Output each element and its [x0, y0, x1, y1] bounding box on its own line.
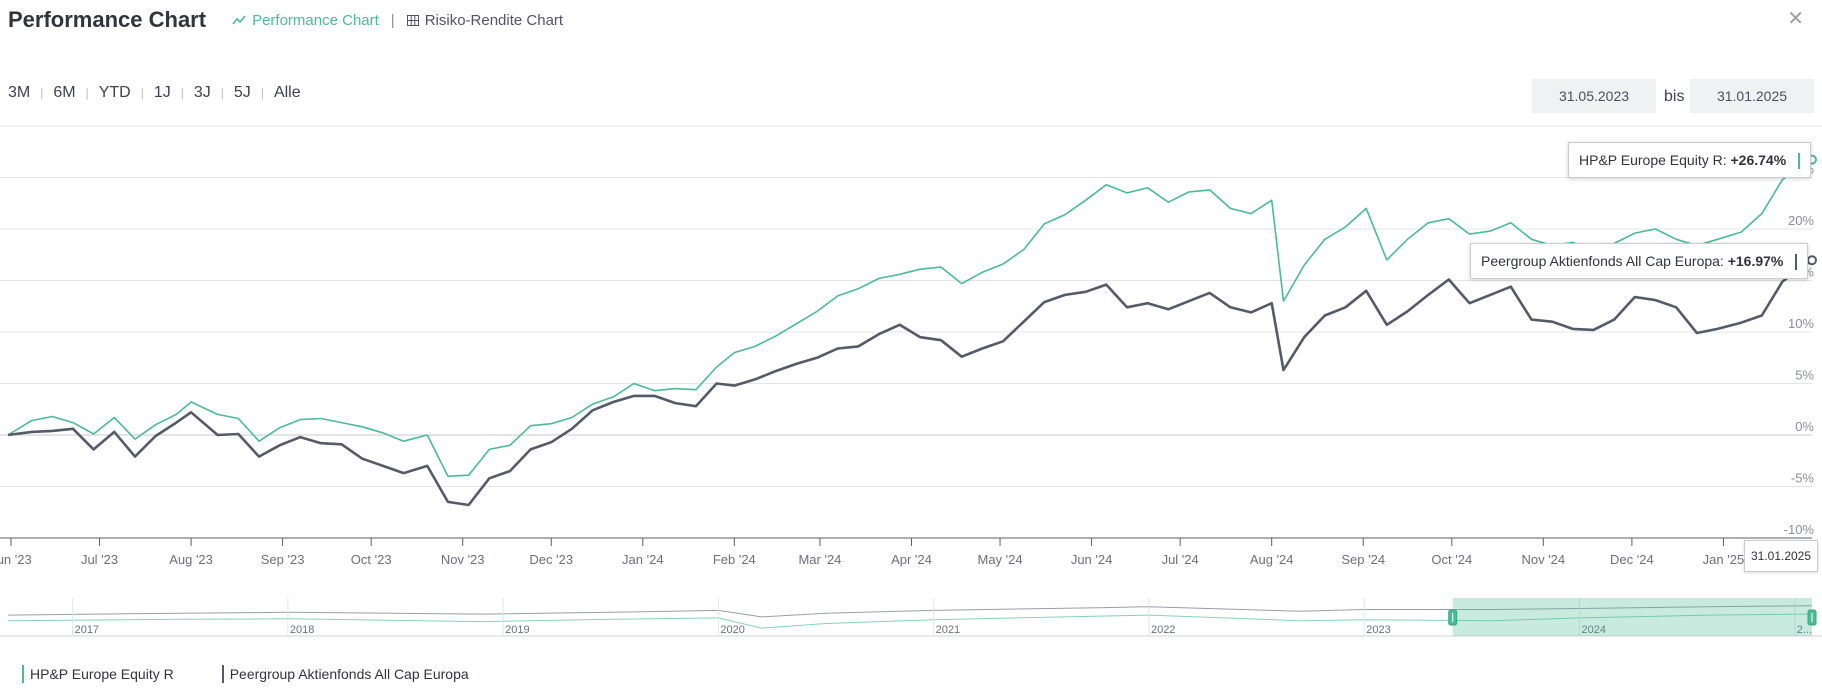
y-tick-label: 20%	[1788, 213, 1814, 228]
x-tick-label: Dec '23	[529, 552, 573, 567]
date-to-input[interactable]: 31.01.2025	[1690, 79, 1814, 113]
x-tick-label: Nov '24	[1521, 552, 1565, 567]
x-tick-label: Jun '23	[0, 552, 32, 567]
range-ytd-button[interactable]: YTD	[98, 84, 131, 101]
x-tick-label: Aug '24	[1250, 552, 1294, 567]
x-tick-label: Jun '24	[1071, 552, 1113, 567]
x-tick-label: Jan '24	[622, 552, 664, 567]
tooltip-fund-value: +26.74%	[1730, 152, 1787, 168]
table-grid-icon	[406, 14, 419, 26]
x-tick-label: Aug '23	[169, 552, 213, 567]
tooltip-fund-series: HP&P Europe Equity R:	[1579, 152, 1727, 168]
range-5j-button[interactable]: 5J	[233, 84, 251, 101]
navigator-year-label: 2023	[1366, 624, 1390, 636]
tooltip-fund: HP&P Europe Equity R: +26.74%	[1568, 142, 1812, 178]
tooltip-peer-marker	[1795, 254, 1798, 271]
series-line-peer	[7, 259, 1813, 507]
y-tick-label: -5%	[1791, 471, 1815, 486]
series-line-fund	[7, 158, 1813, 478]
range-1j-button[interactable]: 1J	[153, 84, 171, 101]
x-tick-label: Jul '23	[81, 552, 118, 567]
range-divider: |	[85, 86, 89, 100]
y-tick-label: 5%	[1795, 368, 1814, 383]
tab-performance-chart[interactable]: Performance Chart	[232, 12, 379, 29]
legend-swatch-peer	[221, 665, 224, 683]
navigator-year-label: 2018	[290, 624, 314, 636]
navigator-year-label: 2024	[1582, 624, 1606, 636]
x-tick-label: Jul '24	[1162, 552, 1199, 567]
chart-header: Performance Chart Performance Chart | Ri…	[8, 4, 563, 36]
legend-swatch-fund	[22, 665, 24, 683]
range-divider: |	[220, 86, 224, 100]
tooltip-peer-series: Peergroup Aktienfonds All Cap Europa:	[1481, 253, 1724, 269]
tab-risiko-rendite-chart-label: Risiko-Rendite Chart	[424, 11, 564, 29]
x-tick-label: Sep '23	[261, 552, 305, 567]
navigator-year-label: 2...	[1797, 624, 1812, 636]
range-divider: |	[180, 86, 184, 100]
y-tick-label: 0%	[1795, 419, 1814, 434]
tooltip-fund-marker	[1798, 153, 1801, 170]
navigator-year-label: 2019	[505, 624, 529, 636]
x-tick-label: Oct '23	[351, 552, 392, 567]
range-6m-button[interactable]: 6M	[53, 84, 76, 101]
x-tick-label: Dec '24	[1610, 552, 1654, 567]
x-tick-label: Apr '24	[891, 552, 932, 567]
x-tick-label: Mar '24	[798, 552, 841, 567]
date-from-input[interactable]: 31.05.2023	[1532, 79, 1656, 113]
x-tick-label: May '24	[977, 552, 1022, 567]
x-axis-tooltip: 31.01.2025	[1744, 540, 1818, 572]
legend-item-fund[interactable]: HP&P Europe Equity R	[22, 665, 174, 683]
range-3j-button[interactable]: 3J	[193, 84, 211, 101]
line-chart-icon	[232, 14, 246, 26]
navigator-selection[interactable]	[1452, 598, 1812, 636]
x-tick-label: Jan '25	[1703, 552, 1745, 567]
series-end-marker	[1807, 255, 1817, 266]
y-tick-label: -10%	[1784, 522, 1815, 537]
navigator-year-label: 2020	[720, 624, 744, 636]
range-alle-button[interactable]: Alle	[273, 84, 301, 101]
x-tick-label: Oct '24	[1431, 552, 1472, 567]
range-divider: |	[260, 86, 264, 100]
tooltip-peer-value: +16.97%	[1727, 253, 1784, 269]
close-icon[interactable]: ✕	[1787, 8, 1804, 30]
tab-risiko-rendite-chart[interactable]: Risiko-Rendite Chart	[406, 11, 564, 29]
tab-performance-chart-label: Performance Chart	[252, 11, 379, 29]
chart-legend: HP&P Europe Equity R Peergroup Aktienfon…	[22, 665, 517, 683]
x-tick-label: Nov '23	[441, 552, 485, 567]
tab-divider: |	[390, 11, 395, 29]
legend-item-peer[interactable]: Peergroup Aktienfonds All Cap Europa	[221, 665, 469, 683]
x-tick-label: Feb '24	[713, 552, 756, 567]
x-tick-label: Sep '24	[1341, 552, 1385, 567]
page-title: Performance Chart	[8, 7, 207, 32]
range-divider: |	[140, 86, 144, 100]
navigator-year-label: 2021	[936, 624, 960, 636]
date-range-separator: bis	[1664, 88, 1685, 105]
legend-label-peer: Peergroup Aktienfonds All Cap Europa	[229, 666, 469, 682]
time-range-selector: 3M | 6M | YTD | 1J | 3J | 5J | Alle	[8, 84, 301, 102]
navigator-year-label: 2022	[1151, 624, 1175, 636]
range-divider: |	[40, 86, 44, 100]
tooltip-peer: Peergroup Aktienfonds All Cap Europa: +1…	[1470, 243, 1809, 279]
range-3m-button[interactable]: 3M	[8, 84, 31, 101]
navigator-year-label: 2017	[75, 624, 99, 636]
legend-label-fund: HP&P Europe Equity R	[30, 666, 174, 682]
y-tick-label: 10%	[1788, 316, 1814, 331]
